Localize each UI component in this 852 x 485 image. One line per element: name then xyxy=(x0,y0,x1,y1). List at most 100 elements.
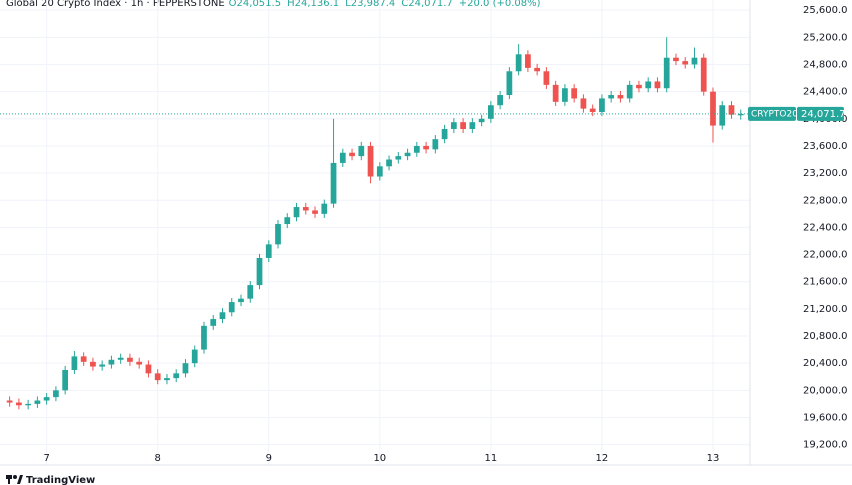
y-tick-label: 25,600.0 xyxy=(803,5,848,16)
candle-body xyxy=(525,54,531,68)
candle-body xyxy=(302,207,309,211)
candle-body xyxy=(645,81,652,89)
candle-body xyxy=(62,369,69,391)
candle-body xyxy=(265,244,272,258)
candle-body xyxy=(673,57,679,62)
candle-body xyxy=(312,210,318,214)
candle-body xyxy=(728,105,735,115)
candle-body xyxy=(589,108,596,113)
y-tick-label: 25,200.0 xyxy=(803,32,848,43)
candle-body xyxy=(339,152,346,163)
last-price-box xyxy=(797,106,844,121)
candle-body xyxy=(654,81,661,89)
y-tick-label: 20,800.0 xyxy=(803,331,848,342)
candle-body xyxy=(515,54,522,72)
candle-body xyxy=(6,400,13,403)
y-tick-label: 21,200.0 xyxy=(803,304,848,315)
header-ohlc-value: C24,071.7 xyxy=(401,0,453,9)
candle-body xyxy=(386,159,392,167)
candle-body xyxy=(710,91,716,126)
candle-body xyxy=(293,207,300,218)
candle-body xyxy=(497,95,503,106)
chart-title: Global 20 Crypto Index · 1h · PEPPERSTON… xyxy=(6,0,225,9)
candle-body xyxy=(506,71,513,96)
candle-body xyxy=(34,400,41,404)
candle-body xyxy=(404,152,411,157)
candle-body xyxy=(238,298,244,303)
candle-body xyxy=(571,88,578,99)
x-tick-label: 8 xyxy=(155,453,161,464)
candle-body xyxy=(191,349,198,364)
candle-body xyxy=(432,139,439,150)
header-ohlc-value: O24,051.5 xyxy=(229,0,281,9)
candle-body xyxy=(441,128,448,140)
x-tick-label: 11 xyxy=(485,453,498,464)
candle-body xyxy=(663,57,670,89)
candle-body xyxy=(737,113,744,116)
candle-body xyxy=(136,361,143,365)
candle-body xyxy=(413,145,420,153)
y-tick-label: 22,800.0 xyxy=(803,195,848,206)
candle-body xyxy=(460,122,466,129)
candle-body xyxy=(182,363,189,374)
header-ohlc-value: L23,987.4 xyxy=(345,0,395,9)
candle-body xyxy=(256,257,263,286)
x-tick-label: 7 xyxy=(43,453,49,464)
candle-body xyxy=(469,122,476,129)
y-tick-label: 22,400.0 xyxy=(803,222,848,233)
candle-body xyxy=(358,145,365,157)
candle-body xyxy=(145,364,152,374)
brand-logo xyxy=(6,475,23,484)
header-change: +20.0 (+0.08%) xyxy=(459,0,541,9)
candle-body xyxy=(367,145,374,177)
header-ohlc-value: H24,136.1 xyxy=(287,0,339,9)
candle-body xyxy=(691,57,698,65)
candle-body xyxy=(80,356,87,362)
candle-body xyxy=(127,357,133,362)
y-tick-label: 20,000.0 xyxy=(803,385,848,396)
candle-body xyxy=(599,98,605,113)
candle-body xyxy=(108,359,115,365)
candle-body xyxy=(90,361,96,367)
candle-body xyxy=(25,403,32,406)
candle-body xyxy=(99,364,106,367)
candle-body xyxy=(201,325,207,350)
last-price-label: 24,071.7 xyxy=(801,109,846,120)
candle-body xyxy=(16,402,22,406)
candle-body xyxy=(626,84,633,99)
candle-body xyxy=(376,166,383,177)
x-tick-label: 13 xyxy=(707,453,720,464)
candle-body xyxy=(275,224,281,245)
candle-body xyxy=(478,118,485,123)
candle-body xyxy=(636,84,642,89)
candle-body xyxy=(617,95,624,99)
y-tick-label: 20,400.0 xyxy=(803,358,848,369)
candle-body xyxy=(43,397,50,401)
candle-body xyxy=(71,356,78,370)
candle-body xyxy=(321,203,328,214)
candle-body xyxy=(608,95,615,99)
candle-body xyxy=(247,285,254,299)
candle-body xyxy=(450,122,457,129)
candle-body xyxy=(330,162,337,204)
y-tick-label: 21,600.0 xyxy=(803,277,848,288)
x-tick-label: 10 xyxy=(373,453,386,464)
x-tick-label: 9 xyxy=(266,453,272,464)
candle-body xyxy=(580,98,587,109)
candle-body xyxy=(700,57,707,92)
y-tick-label: 19,200.0 xyxy=(803,440,848,451)
candle-body xyxy=(284,217,291,225)
candle-body xyxy=(423,145,429,150)
candle-body xyxy=(117,357,124,360)
y-tick-label: 24,800.0 xyxy=(803,59,848,70)
candle-body xyxy=(395,156,402,160)
y-tick-label: 22,000.0 xyxy=(803,250,848,261)
candle-body xyxy=(154,373,161,381)
candle-body xyxy=(562,88,568,102)
candle-body xyxy=(349,152,355,157)
candle-body xyxy=(488,105,494,119)
candle-body xyxy=(173,373,180,379)
candle-body xyxy=(534,67,541,72)
